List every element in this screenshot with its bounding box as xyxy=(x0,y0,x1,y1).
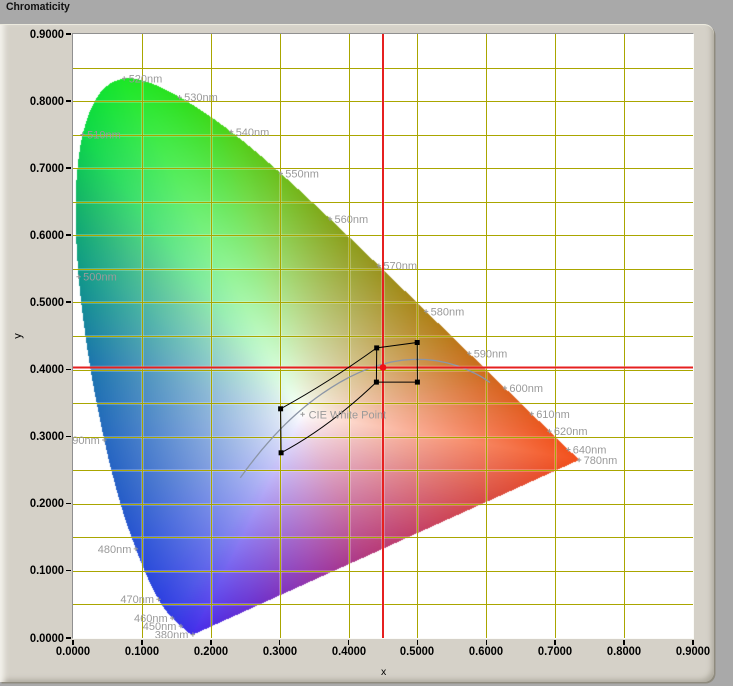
svg-text:540nm: 540nm xyxy=(236,127,270,139)
svg-text:520nm: 520nm xyxy=(129,73,163,85)
svg-text:480nm: 480nm xyxy=(98,544,132,556)
svg-text:470nm: 470nm xyxy=(120,594,154,606)
svg-text:780nm: 780nm xyxy=(584,455,618,467)
svg-text:560nm: 560nm xyxy=(335,214,369,226)
svg-text:510nm: 510nm xyxy=(87,130,121,142)
svg-text:570nm: 570nm xyxy=(383,261,417,273)
svg-text:590nm: 590nm xyxy=(474,348,508,360)
svg-text:450nm: 450nm xyxy=(143,621,177,633)
svg-text:380nm: 380nm xyxy=(155,630,189,638)
svg-text:600nm: 600nm xyxy=(509,383,543,395)
svg-text:500nm: 500nm xyxy=(83,272,117,284)
svg-text:580nm: 580nm xyxy=(431,306,465,318)
svg-text:610nm: 610nm xyxy=(536,409,570,421)
svg-text:620nm: 620nm xyxy=(554,426,588,438)
svg-text:640nm: 640nm xyxy=(573,445,607,457)
svg-text:CIE White Point: CIE White Point xyxy=(309,409,387,421)
svg-text:460nm: 460nm xyxy=(134,613,168,625)
svg-text:550nm: 550nm xyxy=(285,168,319,180)
svg-text:530nm: 530nm xyxy=(184,92,218,104)
svg-text:490nm: 490nm xyxy=(73,435,100,447)
